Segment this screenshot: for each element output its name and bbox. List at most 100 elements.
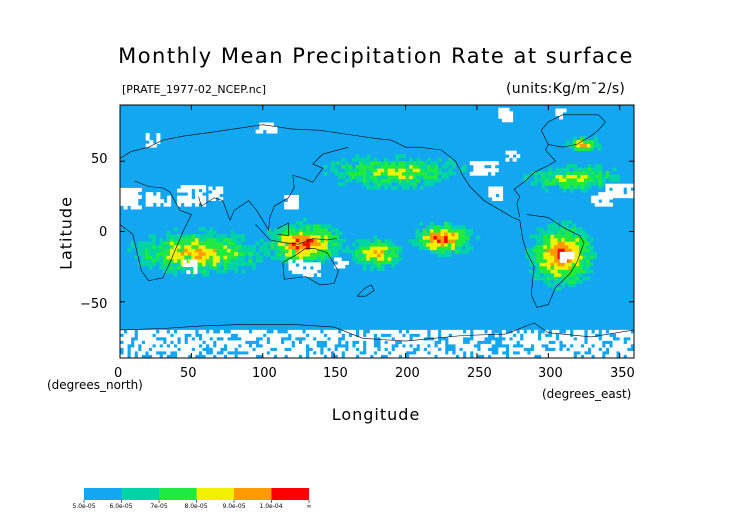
precip-cell [454, 228, 459, 233]
dry-cell [237, 347, 242, 352]
dry-cell [291, 333, 296, 338]
dry-cell [306, 272, 311, 277]
precip-cell [591, 171, 596, 175]
dry-cell [630, 336, 634, 341]
dry-cell [262, 126, 267, 130]
precip-cell [398, 164, 403, 169]
precip-cell [384, 185, 389, 190]
dry-cell [480, 168, 485, 173]
precip-cell [327, 235, 332, 239]
precip-cell [152, 255, 157, 260]
dry-cell [262, 350, 267, 355]
precip-cell [380, 178, 385, 183]
precip-cell [391, 164, 396, 169]
precip-cell [568, 248, 573, 253]
dry-cell [155, 333, 160, 338]
dry-cell [191, 354, 196, 358]
precip-cell [536, 262, 541, 267]
precip-cell [550, 223, 555, 228]
precip-cell [394, 175, 399, 180]
precip-cell [338, 245, 343, 250]
legend-label: 1.0e-04 [259, 503, 283, 510]
precip-cell [327, 256, 332, 261]
precip-cell [180, 265, 185, 270]
dry-cell [259, 129, 264, 134]
precip-cell [348, 178, 353, 183]
precip-cell [234, 258, 239, 263]
dry-cell [523, 343, 528, 348]
dry-cell [459, 333, 464, 338]
dry-cell [419, 343, 424, 348]
precip-cell [166, 262, 171, 267]
dry-cell [537, 347, 542, 352]
dry-cell [459, 336, 464, 341]
precip-cell [575, 262, 580, 267]
dry-cell [294, 340, 299, 345]
precip-cell [554, 276, 559, 281]
precip-cell [173, 234, 178, 239]
precip-cell [433, 239, 438, 244]
precip-cell [202, 241, 207, 246]
precip-cell [543, 237, 548, 242]
dry-cell [594, 202, 599, 207]
precip-cell [433, 228, 438, 233]
precip-cell [398, 246, 403, 251]
dry-cell [313, 269, 318, 274]
precip-cell [334, 171, 339, 176]
dry-cell [202, 336, 207, 341]
precip-cell [366, 182, 371, 187]
dry-cell [626, 187, 631, 192]
precip-cell [561, 230, 566, 235]
precip-cell [415, 232, 420, 237]
dry-cell [191, 340, 196, 345]
precip-cell [198, 237, 203, 242]
precip-cell [334, 161, 339, 166]
dry-cell [555, 343, 560, 348]
dry-cell [348, 343, 353, 348]
dry-cell [555, 112, 560, 116]
dry-cell [334, 340, 339, 345]
precip-cell [263, 249, 268, 253]
precip-cell [554, 237, 559, 242]
precip-cell [169, 262, 174, 267]
precip-cell [594, 174, 599, 179]
dry-cell [491, 171, 496, 176]
precip-cell [373, 185, 378, 190]
dry-cell [476, 168, 481, 173]
precip-cell [544, 174, 549, 179]
precip-cell [317, 238, 321, 243]
coastline [282, 248, 339, 286]
dry-cell [219, 186, 224, 191]
precip-cell [582, 241, 587, 246]
legend-swatch [121, 488, 159, 500]
dry-cell [294, 198, 299, 203]
dry-cell [377, 350, 381, 355]
dry-cell [391, 340, 396, 345]
dry-cell [419, 350, 424, 355]
dry-cell [137, 350, 142, 355]
precip-cell [554, 244, 559, 249]
dry-cell [541, 333, 546, 338]
precip-cell [380, 253, 385, 258]
dry-cell [501, 118, 506, 123]
precip-cell [569, 171, 574, 175]
precip-cell [270, 256, 275, 261]
precip-cell [423, 171, 428, 176]
dry-cell [512, 150, 517, 155]
dry-cell [566, 336, 571, 341]
precip-cell [562, 171, 567, 175]
precip-cell [180, 262, 185, 267]
dry-cell [387, 340, 392, 345]
dry-cell [330, 336, 335, 341]
precip-cell [554, 287, 559, 291]
dry-cell [234, 343, 239, 348]
precip-cell [373, 263, 378, 268]
precip-cell [594, 143, 598, 148]
precip-cell [394, 178, 399, 183]
precip-cell [302, 231, 307, 236]
dry-cell [330, 329, 335, 334]
dry-cell [145, 133, 150, 138]
precip-cell [288, 227, 293, 232]
precip-cell [227, 265, 232, 270]
dry-cell [359, 340, 364, 345]
